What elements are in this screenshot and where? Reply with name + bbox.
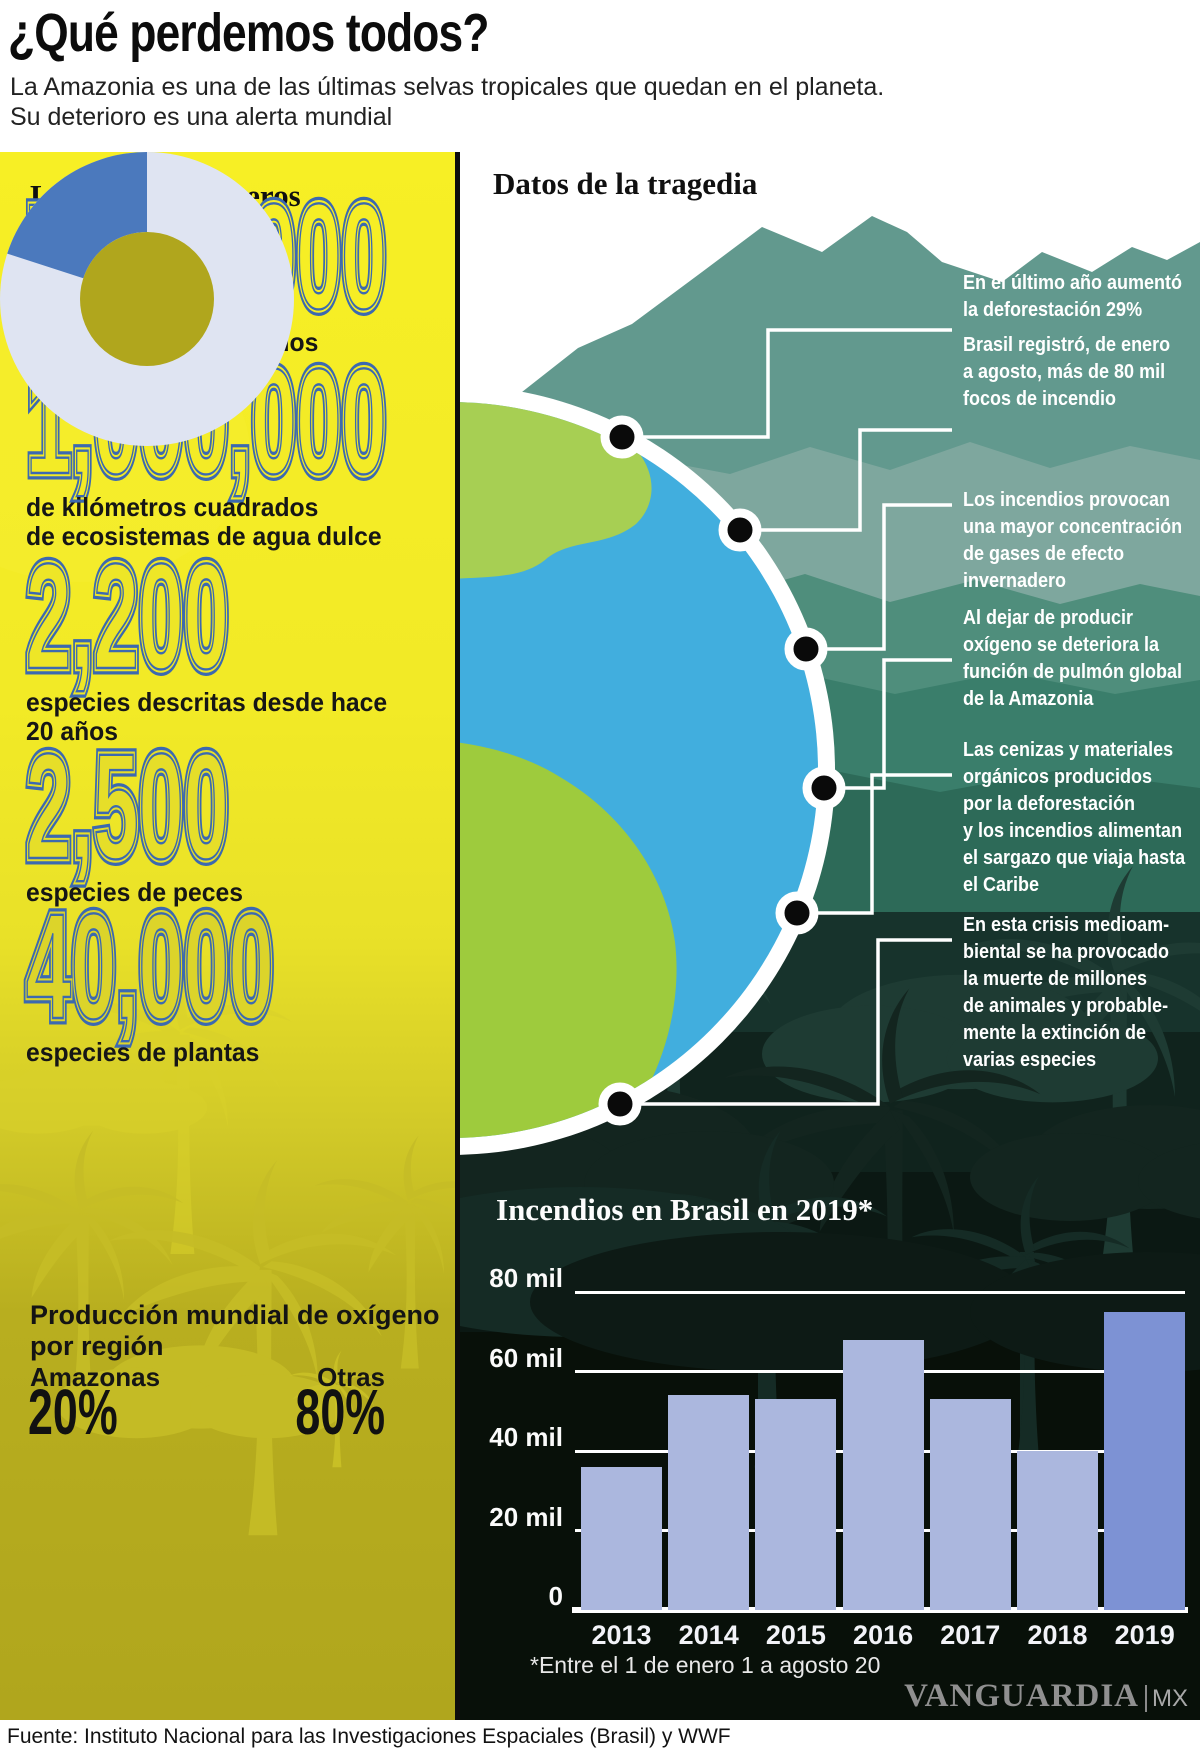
stat-label: especies de peces (26, 877, 243, 907)
right-panel-heading: Datos de la tragedia (493, 166, 758, 201)
x-axis-label-2019: 2019 (1114, 1620, 1175, 1650)
stat-species-described: 2,200 2,200 2,200 especies descritas des… (22, 532, 446, 746)
x-axis-label-2016: 2016 (853, 1620, 914, 1650)
page-title: ¿Qué perdemos todos? (8, 3, 489, 63)
right-panel-tragedia: Datos de la tragedia En el último año au… (460, 152, 1200, 1720)
connector-line (824, 658, 952, 790)
stat-value: 2,200 2,200 2,200 (22, 532, 232, 700)
bar-chart-title: Incendios en Brasil en 2019* (496, 1192, 874, 1227)
callout-animal-deaths: En esta crisis medioam- biental se ha pr… (963, 914, 1170, 1071)
globe-marker-dot (600, 415, 644, 459)
globe-land-north (460, 402, 652, 584)
bar-2016 (842, 1339, 924, 1610)
bar-2015 (755, 1399, 837, 1610)
bar-2017 (929, 1399, 1011, 1610)
stat-plant-species: 40,000 40,000 40,000 especies de plantas (22, 882, 455, 1067)
watermark-mx: MX (1145, 1685, 1188, 1712)
bar-2014 (668, 1395, 750, 1610)
oxygen-chart-title: Producción mundial de oxígeno por región (30, 1300, 440, 1361)
globe-marker-dot (775, 891, 819, 935)
watermark-vanguardia: VANGUARDIA MX (904, 1678, 1188, 1714)
panel-divider (455, 152, 460, 1720)
y-axis-tick-label: 20 mil (489, 1501, 563, 1532)
x-axis-label-2018: 2018 (1027, 1620, 1088, 1650)
y-axis-tick-label: 0 (548, 1581, 563, 1611)
x-axis-label-2015: 2015 (765, 1620, 826, 1650)
gridline (575, 1290, 1185, 1294)
source-credit: Fuente: Instituto Nacional para las Inve… (7, 1725, 731, 1748)
y-axis-tick-label: 80 mil (489, 1263, 563, 1293)
callout-deforestation: En el último año aumentó la deforestació… (963, 272, 1183, 321)
stat-fish-species: 2,500 2,500 2,500 especies de peces (22, 722, 446, 907)
connector-line (740, 428, 952, 532)
globe-marker-dot (802, 766, 846, 810)
globe-markers (598, 415, 846, 1126)
oxygen-label-otras: Otras (317, 1362, 385, 1392)
connector-line (622, 328, 952, 439)
bar-2013 (581, 1466, 662, 1610)
stat-value: 40,000 40,000 40,000 (22, 882, 277, 1050)
globe-illustration (460, 385, 835, 1155)
y-axis-tick-label: 40 mil (489, 1422, 563, 1452)
globe-marker-dot (718, 508, 762, 552)
callout-fire-hotspots: Brasil registró, de enero a agosto, más … (963, 334, 1171, 410)
connector-line (620, 938, 952, 1106)
x-axis-label-2013: 2013 (591, 1620, 652, 1650)
y-axis-tick-label: 60 mil (489, 1342, 563, 1373)
left-panel-selva: La selva en números 7,000,000 7,000,000 … (0, 152, 455, 1720)
donut-chart-oxygen (0, 152, 294, 446)
stat-label: de kilómetros cuadrados de ecosistemas d… (26, 492, 382, 551)
stat-label: especies descritas desde hace 20 años (26, 687, 388, 746)
x-axis-line (572, 1607, 1188, 1613)
globe-marker-dot (598, 1082, 642, 1126)
bar-2018 (1017, 1451, 1098, 1610)
donut-hole (80, 232, 214, 366)
callout-connectors (620, 328, 952, 1106)
oxygen-label-amazonas: Amazonas (30, 1362, 161, 1392)
callout-sargassum: Las cenizas y materiales orgánicos produ… (963, 739, 1186, 896)
globe-marker-dot (784, 627, 828, 671)
stat-value: 2,500 2,500 2,500 (22, 722, 232, 890)
oxygen-value-amazonas: 20% (28, 1376, 118, 1448)
connector-line (797, 773, 952, 915)
chart-footnote: *Entre el 1 de enero 1 a agosto 20 (530, 1652, 881, 1678)
x-axis-label-2014: 2014 (678, 1620, 739, 1650)
oxygen-value-otras: 80% (295, 1376, 385, 1448)
stat-label: especies de plantas (26, 1037, 260, 1067)
callout-global-lung: Al dejar de producir oxígeno se deterior… (963, 607, 1182, 710)
connector-line (806, 503, 952, 651)
header: ¿Qué perdemos todos? La Amazonia es una … (0, 0, 1200, 152)
footer: Fuente: Instituto Nacional para las Inve… (0, 1720, 1200, 1753)
bar-2019 (1104, 1311, 1186, 1610)
page-subtitle: La Amazonia es una de las últimas selvas… (10, 73, 885, 131)
x-axis-label-2017: 2017 (940, 1620, 1001, 1650)
donut-segment-amazonas (7, 152, 148, 279)
callout-greenhouse-gases: Los incendios provocan una mayor concent… (963, 489, 1183, 592)
